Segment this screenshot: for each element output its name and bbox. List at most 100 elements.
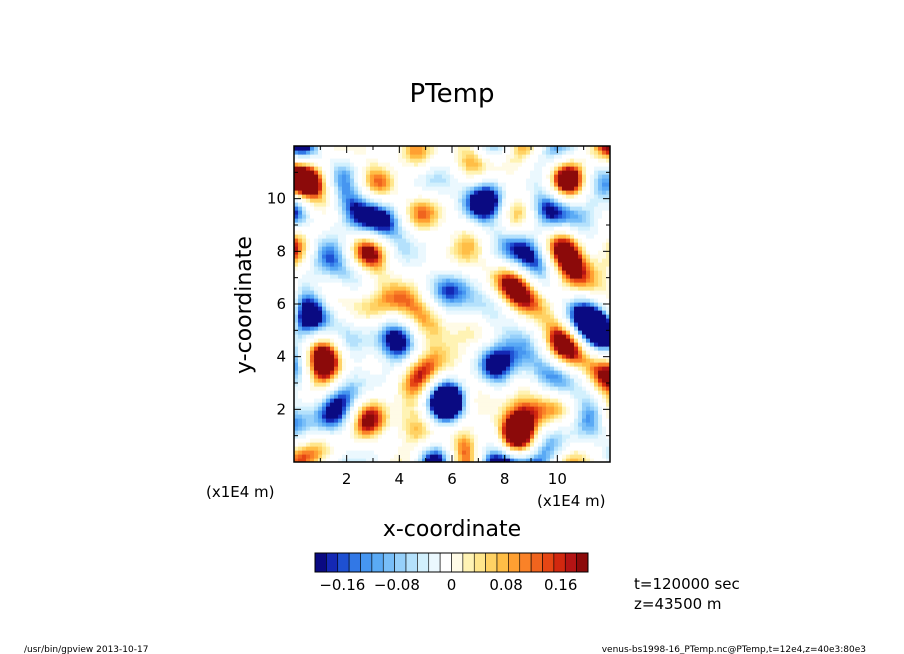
heatmap-cell — [346, 378, 351, 383]
heatmap-cell — [558, 330, 563, 335]
heatmap-cell — [370, 210, 375, 215]
heatmap-cell — [482, 350, 487, 355]
heatmap-cell — [510, 266, 515, 271]
heatmap-cell — [438, 338, 443, 343]
heatmap-cell — [558, 366, 563, 371]
heatmap-cell — [578, 318, 583, 323]
heatmap-cell — [434, 250, 439, 255]
heatmap-cell — [598, 238, 603, 243]
heatmap-cell — [390, 262, 395, 267]
heatmap-cell — [382, 422, 387, 427]
heatmap-cell — [462, 310, 467, 315]
heatmap-cell — [394, 210, 399, 215]
heatmap-cell — [538, 238, 543, 243]
heatmap-cell — [366, 286, 371, 291]
heatmap-cell — [586, 406, 591, 411]
heatmap-cell — [594, 450, 599, 455]
heatmap-cell — [406, 454, 411, 459]
heatmap-cell — [338, 270, 343, 275]
heatmap-cell — [582, 342, 587, 347]
heatmap-cell — [454, 426, 459, 431]
heatmap-cell — [294, 310, 299, 315]
heatmap-cell — [498, 282, 503, 287]
heatmap-cell — [330, 450, 335, 455]
heatmap-cell — [334, 410, 339, 415]
heatmap-cell — [454, 238, 459, 243]
heatmap-cell — [414, 394, 419, 399]
heatmap-cell — [534, 294, 539, 299]
heatmap-cell — [318, 278, 323, 283]
heatmap-cell — [502, 226, 507, 231]
heatmap-cell — [314, 350, 319, 355]
heatmap-cell — [538, 302, 543, 307]
heatmap-cell — [470, 382, 475, 387]
heatmap-cell — [526, 310, 531, 315]
heatmap-cell — [574, 302, 579, 307]
heatmap-cell — [310, 242, 315, 247]
heatmap-cell — [578, 330, 583, 335]
heatmap-cell — [390, 378, 395, 383]
heatmap-cell — [434, 386, 439, 391]
heatmap-cell — [450, 430, 455, 435]
heatmap-cell — [298, 286, 303, 291]
heatmap-cell — [422, 362, 427, 367]
heatmap-cell — [514, 342, 519, 347]
heatmap-cell — [582, 422, 587, 427]
heatmap-cell — [310, 206, 315, 211]
heatmap-cell — [550, 402, 555, 407]
heatmap-cell — [510, 310, 515, 315]
heatmap-cell — [570, 410, 575, 415]
heatmap-cell — [374, 454, 379, 459]
heatmap-cell — [342, 438, 347, 443]
heatmap-cell — [606, 386, 610, 391]
heatmap-cell — [482, 286, 487, 291]
heatmap-cell — [310, 398, 315, 403]
heatmap-cell — [426, 310, 431, 315]
heatmap-cell — [538, 382, 543, 387]
heatmap-cell — [582, 246, 587, 251]
heatmap-cell — [430, 394, 435, 399]
heatmap-cell — [386, 334, 391, 339]
heatmap-cell — [578, 378, 583, 383]
heatmap-cell — [366, 254, 371, 259]
heatmap-cell — [430, 366, 435, 371]
heatmap-cell — [386, 450, 391, 455]
heatmap-cell — [486, 342, 491, 347]
heatmap-cell — [434, 230, 439, 235]
heatmap-cell — [494, 366, 499, 371]
heatmap-cell — [402, 226, 407, 231]
heatmap-cell — [598, 326, 603, 331]
heatmap-cell — [582, 358, 587, 363]
heatmap-cell — [294, 286, 299, 291]
heatmap-cell — [330, 222, 335, 227]
heatmap-cell — [346, 458, 351, 462]
heatmap-cell — [322, 246, 327, 251]
heatmap-cell — [570, 398, 575, 403]
heatmap-cell — [410, 250, 415, 255]
heatmap-cell — [570, 418, 575, 423]
heatmap-cell — [322, 366, 327, 371]
heatmap-cell — [466, 374, 471, 379]
heatmap-cell — [414, 330, 419, 335]
heatmap-cell — [450, 274, 455, 279]
heatmap-cell — [470, 362, 475, 367]
heatmap-cell — [546, 314, 551, 319]
heatmap-cell — [594, 434, 599, 439]
heatmap-cell — [554, 406, 559, 411]
heatmap-cell — [318, 402, 323, 407]
heatmap-cell — [442, 346, 447, 351]
heatmap-cell — [538, 362, 543, 367]
heatmap-cell — [534, 326, 539, 331]
heatmap-cell — [454, 318, 459, 323]
heatmap-cell — [478, 258, 483, 263]
heatmap-cell — [558, 234, 563, 239]
heatmap-cell — [450, 386, 455, 391]
heatmap-cell — [390, 278, 395, 283]
heatmap-cell — [458, 390, 463, 395]
heatmap-cell — [422, 398, 427, 403]
heatmap-cell — [342, 446, 347, 451]
heatmap-cell — [530, 454, 535, 459]
heatmap-cell — [546, 402, 551, 407]
heatmap-cell — [582, 226, 587, 231]
heatmap-cell — [302, 214, 307, 219]
